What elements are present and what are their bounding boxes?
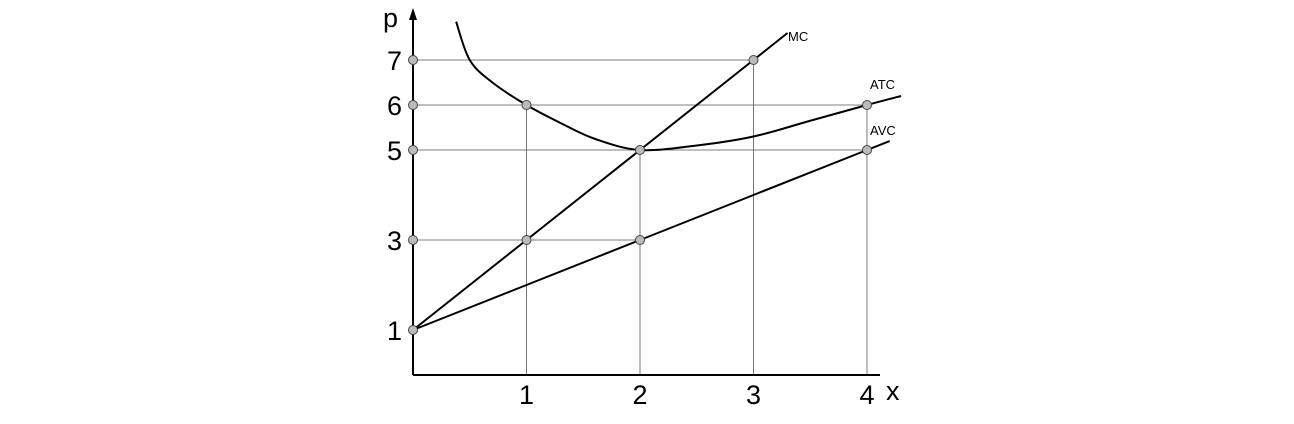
- data-point-marker: [635, 145, 645, 155]
- data-point-marker: [635, 235, 645, 245]
- y-axis-arrowhead: [409, 8, 417, 20]
- avc-curve: [412, 140, 891, 331]
- y-tick-label: 3: [387, 226, 402, 256]
- y-tick-label: 1: [387, 316, 402, 346]
- x-tick-label: 3: [746, 380, 761, 410]
- avc-label: AVC: [870, 123, 896, 138]
- y-axis-label: p: [383, 3, 398, 33]
- data-point-marker: [862, 145, 872, 155]
- data-point-marker: [408, 55, 418, 65]
- y-tick-label: 7: [387, 46, 402, 76]
- point-markers: [408, 55, 872, 335]
- guide-lines: [413, 59, 868, 375]
- data-point-marker: [408, 325, 418, 335]
- data-point-marker: [521, 235, 532, 245]
- atc-label: ATC: [870, 77, 895, 92]
- axes: [409, 8, 880, 376]
- mc-label: MC: [788, 29, 808, 44]
- atc-curve: [455, 21, 902, 152]
- data-point-marker: [748, 55, 759, 65]
- mc-curve: [412, 32, 789, 331]
- data-point-marker: [521, 100, 532, 110]
- data-point-marker: [862, 100, 872, 110]
- labels: x p 1 2 3 4 1 3 5 6 7 MC ATC AVC: [383, 3, 900, 410]
- x-tick-label: 1: [519, 380, 534, 410]
- x-tick-label: 4: [859, 380, 874, 410]
- data-point-marker: [408, 145, 418, 155]
- curves: [412, 21, 902, 331]
- data-point-marker: [408, 235, 418, 245]
- data-point-marker: [408, 100, 418, 110]
- y-tick-label: 5: [387, 136, 402, 166]
- x-axis-label: x: [886, 376, 900, 406]
- x-tick-label: 2: [632, 380, 647, 410]
- y-tick-label: 6: [387, 91, 402, 121]
